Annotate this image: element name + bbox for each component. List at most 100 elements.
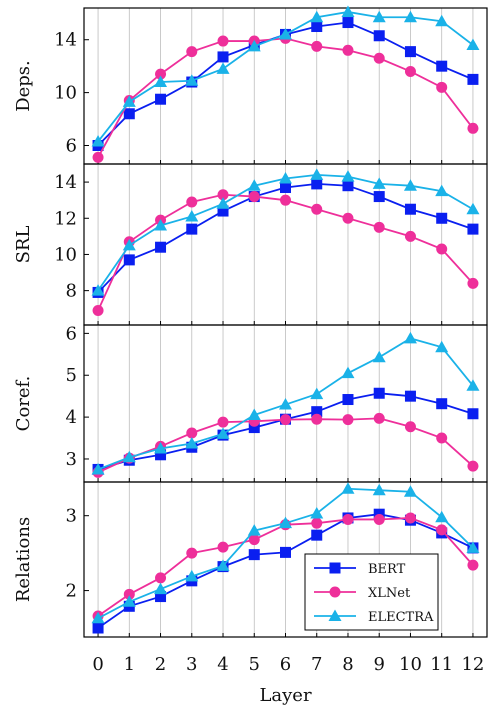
data-point — [280, 194, 291, 206]
data-point — [466, 379, 480, 391]
data-point — [216, 62, 230, 74]
y-tick-label: 4 — [66, 407, 77, 428]
data-point — [311, 413, 323, 425]
data-point — [186, 547, 198, 559]
data-point — [123, 108, 135, 120]
data-point — [154, 219, 168, 231]
data-point — [373, 30, 385, 42]
data-point — [92, 622, 104, 634]
data-point — [155, 68, 167, 80]
data-point — [91, 135, 105, 147]
legend-marker — [328, 609, 342, 621]
data-point — [310, 168, 324, 180]
data-point — [341, 5, 355, 17]
data-point — [217, 541, 229, 553]
legend: BERT XLNet ELECTRA — [304, 553, 439, 631]
data-point — [403, 179, 417, 191]
data-point — [248, 191, 260, 203]
data-point — [216, 427, 230, 439]
panel-2: 8 10 12 14 SRL — [13, 163, 488, 326]
data-point — [279, 27, 292, 40]
data-point — [185, 436, 199, 449]
x-axis: 0 1 2 3 4 5 6 7 8 9 10 11 12 — [92, 654, 484, 675]
data-point — [311, 406, 323, 418]
data-point — [404, 512, 416, 524]
data-point — [404, 46, 416, 58]
y-tick-label: 14 — [54, 172, 77, 193]
data-point — [311, 517, 323, 529]
data-point — [185, 74, 199, 86]
series-electra — [91, 5, 480, 147]
data-point — [186, 196, 198, 208]
data-point — [279, 516, 292, 529]
data-point — [310, 10, 324, 23]
data-point — [404, 421, 416, 433]
data-point — [247, 408, 261, 421]
x-tick-label: 1 — [124, 654, 135, 675]
data-point — [311, 529, 323, 541]
data-point — [247, 179, 261, 191]
x-tick-label: 2 — [155, 654, 166, 675]
legend-entry-electra: ELECTRA — [314, 609, 434, 625]
data-point — [436, 212, 448, 224]
data-point — [373, 387, 385, 399]
data-point — [341, 366, 355, 379]
data-point — [155, 449, 167, 461]
x-tick-label: 4 — [217, 654, 228, 675]
data-point — [247, 524, 261, 536]
y-tick-label: 5 — [66, 365, 77, 386]
data-point — [123, 254, 135, 266]
x-tick-label: 6 — [280, 654, 291, 675]
legend-entry-bert: BERT — [314, 562, 406, 577]
data-point — [404, 203, 416, 215]
x-axis-title: Layer — [259, 685, 312, 706]
legend-label: BERT — [368, 562, 406, 577]
data-point — [311, 40, 323, 52]
data-point — [186, 427, 198, 439]
y-axis-title: Relations — [13, 517, 34, 602]
data-point — [186, 223, 198, 235]
data-point — [435, 340, 449, 353]
legend-marker — [329, 562, 341, 574]
data-point — [280, 546, 291, 558]
y-axis-title: Coref. — [13, 376, 34, 432]
data-point — [248, 534, 260, 546]
y-tick-label: 6 — [66, 323, 77, 344]
data-point — [279, 171, 292, 184]
x-tick-label: 10 — [399, 654, 422, 675]
legend-label: ELECTRA — [368, 610, 434, 625]
data-point — [467, 223, 479, 235]
series-electra — [91, 482, 480, 624]
data-point — [217, 189, 229, 201]
data-point — [467, 122, 479, 134]
legend-label: XLNet — [368, 586, 411, 601]
data-point — [155, 591, 167, 603]
data-point — [373, 52, 385, 64]
x-tick-label: 0 — [92, 654, 103, 675]
data-point — [342, 180, 354, 192]
data-point — [436, 81, 448, 93]
data-point — [466, 38, 480, 51]
y-tick-label: 3 — [66, 449, 77, 470]
data-point — [466, 541, 480, 553]
data-point — [216, 197, 230, 209]
data-point — [373, 221, 385, 233]
data-point — [217, 416, 229, 428]
data-point — [404, 390, 416, 402]
series-electra — [91, 168, 480, 296]
y-tick-label: 14 — [54, 30, 77, 51]
series-electra — [91, 331, 480, 475]
data-point — [342, 394, 354, 406]
data-point — [342, 414, 354, 426]
data-point — [186, 46, 198, 58]
data-point — [372, 350, 386, 363]
data-point — [91, 611, 105, 624]
data-point — [154, 75, 168, 88]
data-point — [185, 209, 199, 222]
data-point — [436, 60, 448, 72]
data-point — [123, 588, 135, 600]
data-point — [185, 569, 199, 582]
data-point — [372, 483, 386, 496]
data-point — [92, 305, 104, 317]
data-point — [280, 182, 291, 194]
